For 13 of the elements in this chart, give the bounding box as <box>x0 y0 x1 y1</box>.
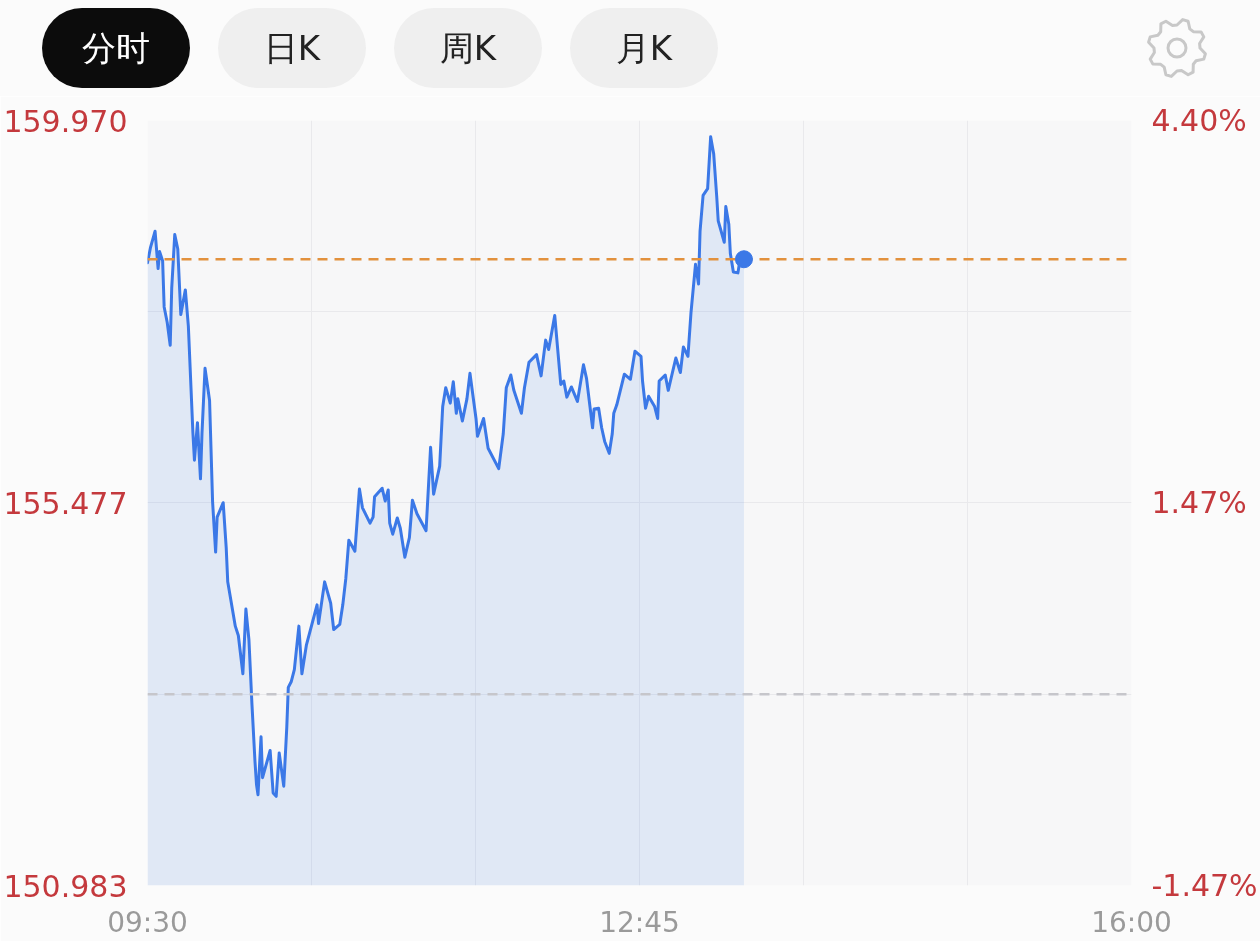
text: 周K <box>394 8 542 88</box>
x-tick-label: 12:45 <box>599 905 680 939</box>
y2-tick-label: 1.47% <box>1151 484 1247 520</box>
y-tick-label: 159.970 <box>3 103 128 139</box>
x-tick-label: 16:00 <box>1091 905 1172 939</box>
y-tick-label: 155.477 <box>3 485 128 521</box>
text: 日K <box>218 8 366 88</box>
y2-tick-label: 4.40% <box>1151 103 1247 138</box>
y2-tick-label: -1.47% <box>1151 868 1258 903</box>
x-tick-label: 09:30 <box>107 905 188 939</box>
text: 分时 <box>42 8 190 88</box>
text: 月K <box>570 8 718 88</box>
y-tick-label: 150.983 <box>3 868 128 904</box>
